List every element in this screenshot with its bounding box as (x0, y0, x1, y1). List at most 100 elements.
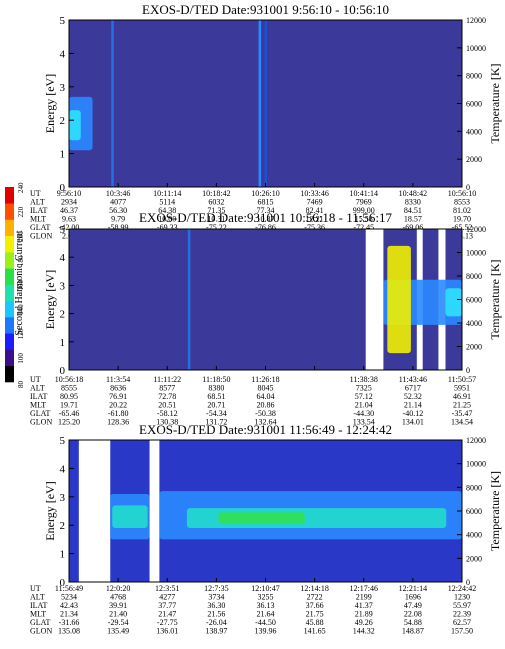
table-cell: 133.54 (353, 418, 375, 427)
colorbar-segment (5, 333, 14, 350)
table-cell: -44.50 (255, 618, 276, 627)
table-cell: -29.54 (108, 618, 129, 627)
table-cell: 11:50:57 (448, 375, 476, 384)
y-tick-label: 2 (60, 520, 66, 532)
table-row-label: GLAT (30, 618, 51, 627)
table-cell: 5114 (159, 198, 175, 207)
table-cell: 6032 (208, 198, 224, 207)
data-gap (365, 229, 384, 370)
table-cell: -75.36 (304, 223, 325, 232)
table-cell: 135.49 (107, 627, 129, 636)
table-cell: 8636 (110, 384, 126, 393)
table-cell: 128.36 (107, 418, 129, 427)
table-cell: 18.57 (404, 215, 422, 224)
table-cell: 148.87 (402, 627, 424, 636)
table-cell: 11:11:22 (153, 375, 181, 384)
table-cell: 64.04 (257, 392, 275, 401)
table-cell: 136.01 (156, 627, 178, 636)
panel-title: EXOS-D/TED Date:931001 11:56:49 - 12:24:… (139, 422, 392, 437)
table-cell: 3734 (208, 593, 224, 602)
table-cell: 11:26:18 (251, 375, 279, 384)
y2-tick-label: 10000 (466, 460, 486, 469)
heatmap-band (112, 505, 148, 529)
colorbar-tick-label: 160 (17, 280, 25, 291)
table-cell: 10:56:10 (448, 189, 476, 198)
table-cell: 12:21:14 (399, 584, 427, 593)
heatmap-stripe (111, 20, 114, 187)
y2-axis-label: Temperature [K] (488, 259, 502, 339)
table-cell: 10:41:14 (350, 189, 378, 198)
table-cell: 45.88 (306, 618, 324, 627)
table-cell: -42.00 (59, 223, 80, 232)
table-cell: 10:18:42 (202, 189, 230, 198)
colorbar-tick-label: 120 (17, 328, 25, 339)
table-cell: 141.65 (304, 627, 326, 636)
y-tick-label: 0 (60, 577, 66, 589)
table-cell: -40.12 (403, 409, 424, 418)
table-cell: 10:11:14 (153, 189, 181, 198)
table-cell: 144.32 (353, 627, 375, 636)
table-row-label: ALT (30, 384, 45, 393)
y2-axis-label: Temperature [K] (488, 471, 502, 551)
table-cell: 999.00 (353, 206, 375, 215)
table-cell: 9.79 (111, 215, 125, 224)
y-tick-label: 1 (60, 549, 66, 561)
table-cell: 39.91 (109, 601, 127, 610)
table-cell: 52.32 (404, 392, 422, 401)
table-cell: 7969 (356, 198, 372, 207)
table-cell: 21.40 (109, 610, 127, 619)
heatmap-band (445, 288, 462, 317)
table-cell: 10:33:46 (300, 189, 328, 198)
table-cell: 19.70 (453, 215, 471, 224)
y2-tick-label: 10000 (466, 44, 486, 53)
table-cell: 4768 (110, 593, 126, 602)
table-row-label: UT (30, 584, 41, 593)
colorbar-tick-label: 200 (17, 231, 25, 242)
table-cell: 80.95 (60, 392, 78, 401)
table-cell: 2934 (61, 198, 77, 207)
table-cell: 36.30 (207, 601, 225, 610)
table-cell: 9.63 (62, 215, 76, 224)
table-cell: -31.66 (59, 618, 80, 627)
y2-tick-label: 4000 (466, 531, 482, 540)
table-row-label: MLT (30, 401, 46, 410)
colorbar-segment (5, 349, 14, 367)
table-cell: 3255 (258, 593, 274, 602)
colorbar-segment (5, 203, 14, 220)
colorbar-tick-label: 240 (17, 182, 25, 193)
table-cell: 12.21 (306, 215, 324, 224)
data-gap (78, 440, 111, 582)
y-tick-label: 4 (60, 252, 66, 264)
table-cell: 11:43:46 (399, 375, 427, 384)
data-gap (149, 440, 160, 582)
table-cell: 21.56 (207, 610, 225, 619)
y2-tick-label: 12000 (466, 436, 486, 445)
table-cell: 84.51 (404, 206, 422, 215)
y-axis-label: Energy [eV] (43, 270, 57, 329)
y-tick-label: 0 (60, 182, 66, 194)
table-cell: 10.31 (207, 215, 225, 224)
table-cell: -44.30 (353, 409, 374, 418)
table-cell: -72.45 (353, 223, 374, 232)
table-cell: -65.52 (452, 223, 473, 232)
table-cell: 4077 (110, 198, 126, 207)
y2-tick-label: 0 (466, 366, 470, 375)
table-cell: 21.64 (257, 610, 275, 619)
table-cell: 135.08 (58, 627, 80, 636)
table-cell: 62.57 (453, 618, 471, 627)
table-cell: 10.87 (257, 215, 275, 224)
panel-1: EXOS-D/TED Date:931001 9:56:10 - 10:56:1… (30, 2, 502, 241)
table-cell: 138.97 (205, 627, 227, 636)
y-tick-label: 5 (60, 224, 66, 236)
table-cell: 22.08 (404, 610, 422, 619)
y-axis-label: Energy [eV] (43, 74, 57, 133)
panel-3: EXOS-D/TED Date:931001 11:56:49 - 12:24:… (30, 422, 502, 636)
table-cell: 37.66 (306, 601, 324, 610)
table-cell: -54.34 (206, 409, 227, 418)
colorbar-segment (5, 235, 14, 253)
panel-2: EXOS-D/TED Date:931001 10:56:18 - 11:56:… (30, 210, 502, 427)
colorbar-tick-label: 100 (17, 353, 25, 364)
table-cell: -35.47 (452, 409, 473, 418)
table-cell: -26.04 (206, 618, 227, 627)
